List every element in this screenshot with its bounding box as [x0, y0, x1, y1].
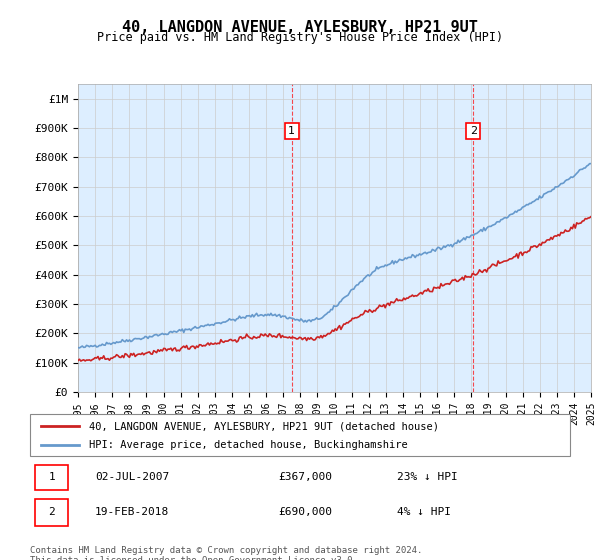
Text: 4% ↓ HPI: 4% ↓ HPI — [397, 507, 451, 517]
Text: 40, LANGDON AVENUE, AYLESBURY, HP21 9UT: 40, LANGDON AVENUE, AYLESBURY, HP21 9UT — [122, 20, 478, 35]
FancyBboxPatch shape — [35, 499, 68, 526]
Text: 1: 1 — [48, 473, 55, 482]
FancyBboxPatch shape — [35, 465, 68, 490]
Text: Price paid vs. HM Land Registry's House Price Index (HPI): Price paid vs. HM Land Registry's House … — [97, 31, 503, 44]
Text: £367,000: £367,000 — [278, 473, 332, 482]
Text: 2: 2 — [48, 507, 55, 517]
Text: HPI: Average price, detached house, Buckinghamshire: HPI: Average price, detached house, Buck… — [89, 440, 408, 450]
Text: 2: 2 — [470, 126, 477, 136]
Text: £690,000: £690,000 — [278, 507, 332, 517]
Text: 23% ↓ HPI: 23% ↓ HPI — [397, 473, 458, 482]
Text: 19-FEB-2018: 19-FEB-2018 — [95, 507, 169, 517]
Text: Contains HM Land Registry data © Crown copyright and database right 2024.
This d: Contains HM Land Registry data © Crown c… — [30, 546, 422, 560]
Text: 02-JUL-2007: 02-JUL-2007 — [95, 473, 169, 482]
Text: 40, LANGDON AVENUE, AYLESBURY, HP21 9UT (detached house): 40, LANGDON AVENUE, AYLESBURY, HP21 9UT … — [89, 421, 439, 431]
Text: 1: 1 — [288, 126, 295, 136]
FancyBboxPatch shape — [30, 414, 570, 456]
